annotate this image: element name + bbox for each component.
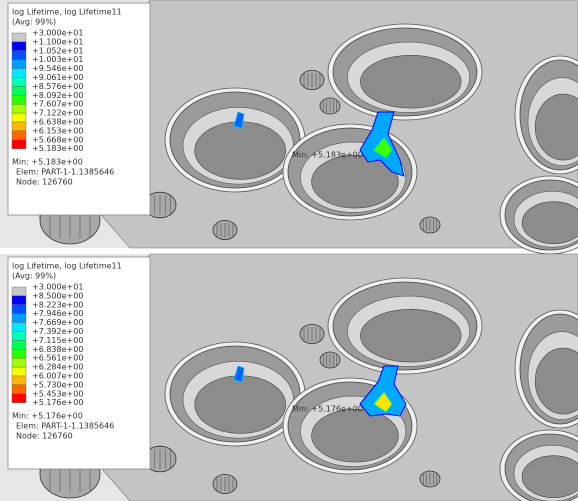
legend-label: +6.838e+00 xyxy=(32,345,83,354)
legend-swatch xyxy=(11,41,27,52)
hotspot-left xyxy=(233,111,245,129)
hotspot xyxy=(359,365,407,417)
legend-label: +1.052e+01 xyxy=(32,46,83,55)
legend-swatch xyxy=(11,340,27,350)
legend-label: +8.092e+00 xyxy=(32,91,83,100)
legend-swatch xyxy=(11,313,27,323)
legend-swatch xyxy=(11,130,27,140)
legend-swatch xyxy=(11,366,27,377)
hole-floor xyxy=(360,54,462,109)
legend-label: +7.122e+00 xyxy=(32,109,83,118)
hole-floor xyxy=(521,455,578,498)
legend-label: +7.946e+00 xyxy=(32,309,83,318)
legend-label: +1.100e+01 xyxy=(32,37,83,46)
legend-label: +5.730e+00 xyxy=(32,380,83,389)
legend-label: +5.176e+00 xyxy=(32,398,83,407)
legend-swatch xyxy=(11,68,27,78)
legend-averaging: (Avg: 99%) xyxy=(12,18,56,27)
legend-swatch xyxy=(11,295,27,306)
legend-swatch xyxy=(11,121,27,132)
legend-swatch xyxy=(11,375,27,386)
legend-label: +5.453e+00 xyxy=(32,389,83,398)
legend-swatch xyxy=(11,304,27,314)
legend-swatch xyxy=(11,59,27,69)
legend-swatch xyxy=(11,357,27,368)
legend-averaging: (Avg: 99%) xyxy=(12,272,56,281)
hole-floor xyxy=(311,408,399,463)
legend-swatch xyxy=(11,139,27,149)
legend-label: +6.561e+00 xyxy=(32,354,83,363)
legend-label: +8.576e+00 xyxy=(32,82,83,91)
legend-swatch xyxy=(11,86,27,96)
legend-swatch xyxy=(11,384,27,394)
viewport: Min: +5.176e+00 log Lifetime, log Lifetim… xyxy=(0,253,578,501)
legend-label: +3.000e+01 xyxy=(32,283,83,292)
legend-label: +7.392e+00 xyxy=(32,327,83,336)
legend-label: +7.607e+00 xyxy=(32,100,83,109)
legend-title: log Lifetime, log Lifetime11 xyxy=(12,262,122,271)
hotspot-left xyxy=(233,365,245,383)
hole-floor xyxy=(534,93,578,161)
legend-node: Node: 126760 xyxy=(16,178,73,187)
hotspot-core xyxy=(373,137,393,159)
hole-floor xyxy=(311,154,399,209)
legend-label: +6.007e+00 xyxy=(32,372,83,381)
viewport: Min: +5.183e+00 log Lifetime, log Lifetim… xyxy=(0,0,578,255)
legend-box xyxy=(7,256,151,470)
legend-label: +5.183e+00 xyxy=(32,144,83,153)
legend-elem: Elem: PART-1-1.1385646 xyxy=(16,168,114,177)
legend-label: +6.284e+00 xyxy=(32,363,83,372)
hole-floor xyxy=(534,347,578,415)
legend-label: +6.638e+00 xyxy=(32,118,83,127)
legend-swatch xyxy=(11,286,27,297)
legend-swatch xyxy=(11,322,27,332)
legend-label: +5.668e+00 xyxy=(32,135,83,144)
hole-floor xyxy=(521,201,578,244)
legend-swatch xyxy=(11,77,27,87)
legend-node: Node: 126760 xyxy=(16,432,73,441)
hole-floor xyxy=(194,375,286,434)
legend-box xyxy=(7,2,151,216)
legend-swatch xyxy=(11,95,27,105)
legend-min: Min: +5.176e+00 xyxy=(12,412,83,421)
legend-label: +3.000e+01 xyxy=(32,29,83,38)
legend-min: Min: +5.183e+00 xyxy=(12,158,83,167)
legend-swatch xyxy=(11,50,27,60)
legend-swatch xyxy=(11,112,27,123)
legend-swatch xyxy=(11,103,27,114)
legend-swatch xyxy=(11,393,27,403)
legend-label: +9.546e+00 xyxy=(32,64,83,73)
legend-label: +8.223e+00 xyxy=(32,300,83,309)
legend-swatch xyxy=(11,331,27,341)
hotspot-core xyxy=(373,391,393,413)
legend-label: +1.003e+01 xyxy=(32,55,83,64)
min-annotation: Min: +5.176e+00 xyxy=(292,405,363,414)
legend-label: +6.153e+00 xyxy=(32,126,83,135)
legend-elem: Elem: PART-1-1.1385646 xyxy=(16,422,114,431)
legend-title: log Lifetime, log Lifetime11 xyxy=(12,8,122,17)
hole-floor xyxy=(360,308,462,363)
legend-label: +7.115e+00 xyxy=(32,336,83,345)
legend-swatch xyxy=(11,32,27,43)
min-annotation: Min: +5.183e+00 xyxy=(292,151,363,160)
legend-label: +7.669e+00 xyxy=(32,318,83,327)
hole-floor xyxy=(194,121,286,180)
legend-label: +8.500e+00 xyxy=(32,291,83,300)
legend-label: +9.061e+00 xyxy=(32,73,83,82)
legend-swatch xyxy=(11,349,27,359)
